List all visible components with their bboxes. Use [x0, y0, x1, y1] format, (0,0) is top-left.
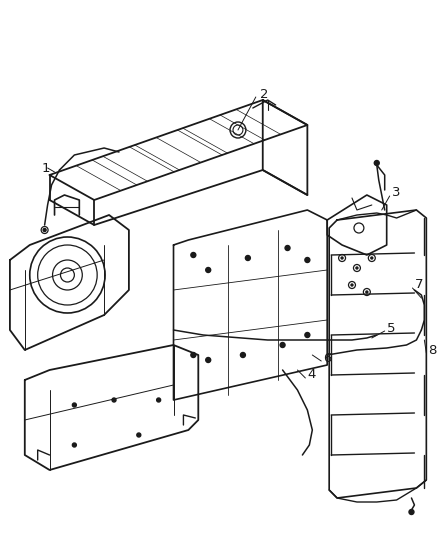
Circle shape [341, 257, 343, 259]
Text: 3: 3 [392, 187, 400, 199]
Circle shape [72, 403, 76, 407]
Circle shape [206, 358, 211, 362]
Circle shape [206, 268, 211, 272]
Text: 8: 8 [428, 343, 437, 357]
Circle shape [409, 510, 414, 514]
Circle shape [351, 284, 353, 286]
Circle shape [280, 343, 285, 348]
Circle shape [374, 160, 379, 166]
Circle shape [191, 352, 196, 358]
Circle shape [191, 253, 196, 257]
Text: 5: 5 [387, 321, 395, 335]
Circle shape [112, 398, 116, 402]
Circle shape [371, 257, 373, 259]
Circle shape [240, 352, 245, 358]
Text: 4: 4 [307, 368, 316, 382]
Text: 2: 2 [260, 88, 268, 101]
Circle shape [157, 398, 161, 402]
Text: 6: 6 [323, 351, 332, 365]
Circle shape [356, 267, 358, 269]
Circle shape [305, 333, 310, 337]
Circle shape [43, 229, 46, 231]
Circle shape [137, 433, 141, 437]
Circle shape [245, 255, 251, 261]
Circle shape [72, 443, 76, 447]
Circle shape [285, 246, 290, 251]
Text: 7: 7 [414, 279, 423, 292]
Circle shape [366, 291, 368, 293]
Text: 1: 1 [42, 161, 50, 174]
Circle shape [305, 257, 310, 262]
